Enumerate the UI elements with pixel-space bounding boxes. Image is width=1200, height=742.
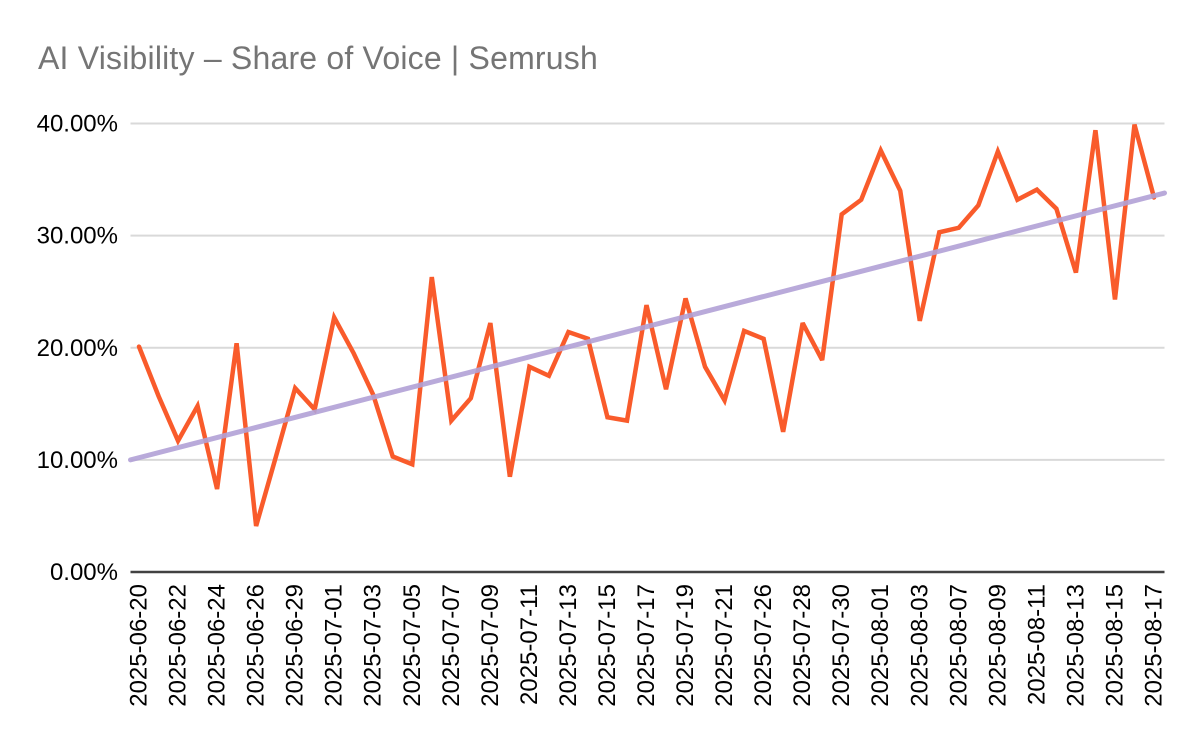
x-axis-label: 2025-07-07 [438, 584, 465, 707]
x-axis-label: 2025-07-13 [555, 584, 582, 707]
x-axis-label: 2025-07-28 [789, 584, 816, 707]
x-axis-label: 2025-07-03 [360, 584, 387, 707]
x-axis-label: 2025-08-07 [945, 584, 972, 707]
trend-line [128, 190, 1167, 463]
x-axis-label: 2025-08-11 [1023, 584, 1050, 705]
x-axis-label: 2025-07-11 [516, 584, 543, 705]
x-axis-label: 2025-07-21 [711, 584, 738, 707]
x-axis-label: 2025-08-13 [1062, 584, 1089, 707]
x-axis-label: 2025-08-09 [984, 584, 1011, 707]
x-axis-label: 2025-06-20 [126, 584, 153, 707]
sov-series-line [136, 124, 1157, 527]
x-axis-label: 2025-06-26 [243, 584, 270, 707]
y-axis-label: 30.00% [37, 223, 118, 250]
x-axis-label: 2025-07-15 [594, 584, 621, 707]
x-axis-label: 2025-08-01 [867, 584, 894, 707]
y-axis-label: 10.00% [37, 447, 118, 474]
x-axis-label: 2025-07-09 [477, 584, 504, 707]
chart-title: AI Visibility – Share of Voice | Semrush [38, 40, 598, 76]
x-axis-label: 2025-07-19 [672, 584, 699, 707]
y-axis-label: 20.00% [37, 335, 118, 362]
x-axis-label: 2025-07-26 [750, 584, 777, 707]
x-axis-label: 2025-07-05 [399, 584, 426, 707]
x-axis-label: 2025-08-17 [1141, 584, 1168, 707]
x-axis-label: 2025-08-03 [906, 584, 933, 707]
x-axis-label: 2025-06-24 [204, 584, 231, 707]
y-axis-label: 0.00% [50, 559, 118, 586]
x-axis-label: 2025-07-17 [633, 584, 660, 707]
x-axis-label: 2025-07-30 [828, 584, 855, 707]
x-axis-label: 2025-06-22 [165, 584, 192, 707]
x-axis-label: 2025-08-15 [1101, 584, 1128, 707]
x-axis-label: 2025-07-01 [321, 584, 348, 707]
y-axis-label: 40.00% [37, 111, 118, 138]
x-axis-label: 2025-06-29 [282, 584, 309, 707]
